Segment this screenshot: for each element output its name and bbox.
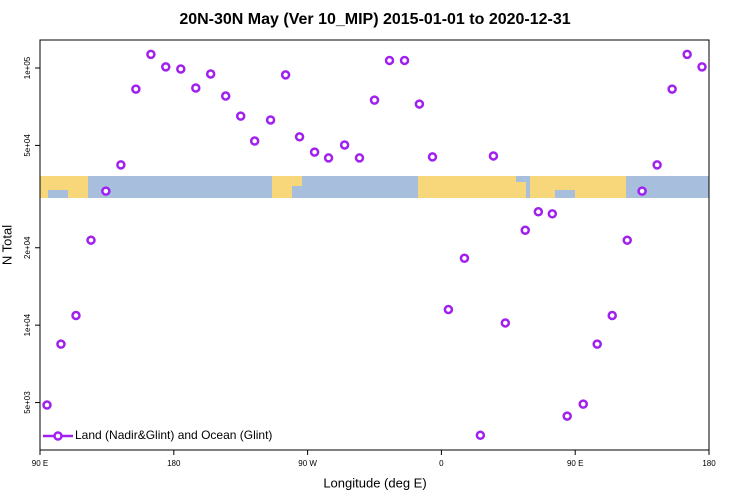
world-map-strip [40, 176, 709, 198]
point [294, 132, 305, 142]
point [369, 95, 380, 105]
point [652, 160, 662, 170]
point [42, 400, 52, 410]
legend-label: Land (Nadir&Glint) and Ocean (Glint) [75, 428, 272, 442]
point [249, 136, 260, 146]
x-tick-label: 180 [702, 459, 716, 468]
point [547, 209, 558, 219]
y-tick-label: 2e+04 [23, 236, 32, 259]
x-tick-label: 180 [167, 459, 181, 468]
point [116, 160, 126, 170]
point [682, 49, 692, 60]
point [235, 111, 246, 121]
point [354, 153, 365, 163]
x-tick-label: 90 E [32, 459, 48, 468]
point [500, 318, 511, 328]
point [384, 55, 395, 66]
point [520, 225, 530, 235]
point [607, 310, 617, 321]
point [475, 430, 486, 441]
point [146, 49, 156, 60]
y-tick-label: 1e+04 [23, 313, 32, 336]
point [265, 115, 276, 125]
point [191, 83, 201, 93]
point [427, 152, 438, 162]
point [414, 99, 425, 109]
x-tick-label: 90 W [298, 459, 317, 468]
y-tick-label: 1e+05 [23, 56, 32, 79]
point [592, 339, 602, 349]
chart-title: 20N-30N May (Ver 10_MIP) 2015-01-01 to 2… [179, 11, 570, 28]
y-tick-label: 5e+03 [23, 391, 32, 414]
point [637, 186, 647, 196]
point [323, 153, 334, 163]
point [533, 207, 544, 217]
x-axis-label: Longitude (deg E) [323, 475, 426, 490]
point [131, 84, 141, 94]
point [71, 310, 81, 321]
point [205, 69, 216, 79]
x-tick-label: 0 [439, 459, 444, 468]
point [280, 70, 291, 80]
point [399, 55, 410, 66]
y-axis-label: N Total [0, 225, 14, 265]
point [697, 62, 707, 72]
point [459, 253, 470, 264]
point [622, 235, 632, 245]
point [56, 339, 66, 349]
point [488, 151, 499, 161]
point [443, 304, 454, 315]
point [86, 235, 96, 245]
point [562, 411, 572, 421]
x-tick-label: 90 E [567, 459, 583, 468]
point [220, 91, 231, 101]
point [309, 147, 320, 157]
point [176, 64, 186, 74]
legend-marker [53, 431, 63, 441]
point [101, 186, 111, 196]
y-tick-label: 5e+04 [23, 134, 32, 157]
plot-frame [39, 39, 710, 451]
point [578, 399, 588, 409]
point [667, 84, 677, 94]
point [161, 62, 171, 72]
point [339, 140, 350, 150]
